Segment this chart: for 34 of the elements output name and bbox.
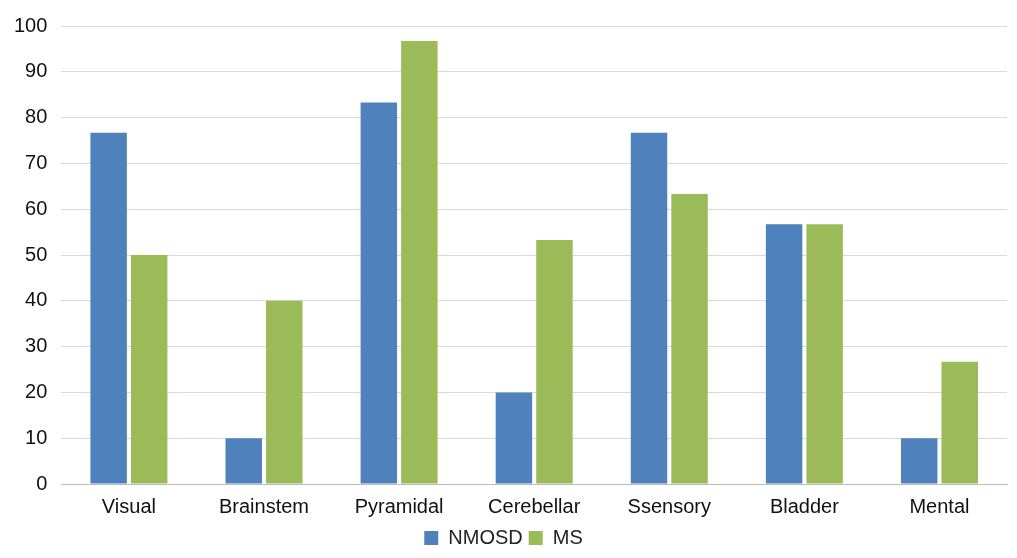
legend-label: MS: [552, 525, 583, 548]
x-tick-label: Cerebellar: [488, 494, 581, 517]
bar: [806, 224, 843, 484]
bar: [941, 361, 978, 484]
bar: [900, 438, 938, 484]
bar: [401, 41, 438, 484]
bar: [495, 392, 533, 484]
bar: [90, 132, 127, 484]
bar: [765, 224, 803, 484]
bar: [225, 438, 262, 484]
y-tick-label: 20: [25, 379, 48, 402]
x-tick-label: Bladder: [769, 494, 840, 517]
bar: [536, 239, 573, 484]
bar: [630, 132, 668, 484]
y-tick-label: 40: [25, 288, 48, 311]
y-tick-label: 100: [13, 13, 48, 36]
legend-label: NMOSD: [448, 525, 523, 548]
y-tick-label: 10: [25, 425, 48, 448]
y-tick-label: 50: [25, 242, 48, 265]
y-tick-label: 30: [25, 334, 48, 357]
x-tick-label: Brainstem: [218, 494, 310, 517]
y-tick-label: 60: [25, 196, 48, 219]
x-tick-label: Ssensory: [627, 494, 711, 517]
y-tick-label: 80: [25, 105, 48, 128]
bar: [266, 300, 303, 484]
bar: [130, 255, 168, 484]
x-tick-label: Mental: [909, 494, 970, 517]
x-tick-label: Visual: [101, 494, 156, 517]
y-tick-label: 90: [25, 59, 48, 82]
bar: [671, 194, 708, 484]
bar: [360, 102, 398, 484]
y-tick-label: 0: [36, 471, 48, 494]
x-tick-label: Pyramidal: [354, 494, 444, 517]
y-tick-label: 70: [25, 150, 48, 173]
